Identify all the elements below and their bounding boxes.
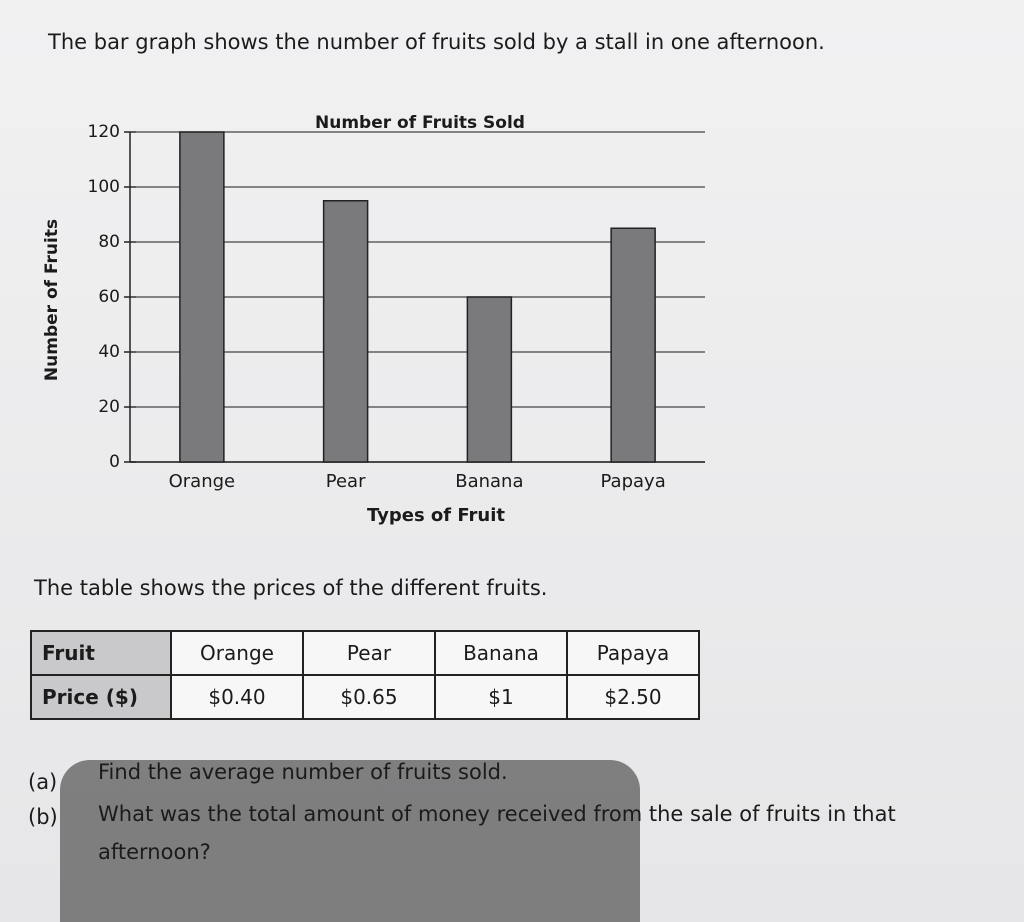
- price-table: Fruit Orange Pear Banana Papaya Price ($…: [30, 630, 700, 720]
- question-text: What was the total amount of money recei…: [98, 802, 896, 864]
- chart-title: Number of Fruits Sold: [315, 113, 525, 133]
- table-cell: $1: [434, 674, 568, 720]
- x-tick-label: Papaya: [601, 471, 666, 492]
- table-cell: Fruit: [30, 630, 172, 676]
- table-cell: Price ($): [30, 674, 172, 720]
- y-tick-label: 100: [88, 177, 120, 197]
- table-cell: $2.50: [566, 674, 700, 720]
- y-tick-label: 80: [98, 232, 120, 252]
- table-cell: Banana: [434, 630, 568, 676]
- table-cell: Pear: [302, 630, 436, 676]
- bar: [466, 296, 513, 463]
- table-cell: Papaya: [566, 630, 700, 676]
- table-cell: $0.65: [302, 674, 436, 720]
- y-tick-label: 120: [88, 122, 120, 142]
- table-cell: Orange: [170, 630, 304, 676]
- chart: Number of Fruits Sold Types of Fruit Num…: [42, 113, 705, 526]
- question-label: (a): [28, 770, 58, 794]
- y-tick-label: 40: [98, 342, 120, 362]
- intro-text: The bar graph shows the number of fruits…: [48, 30, 825, 54]
- x-axis-label: Types of Fruit: [367, 505, 505, 526]
- bar: [179, 131, 225, 463]
- bar: [610, 227, 656, 463]
- table-cell: $0.40: [170, 674, 304, 720]
- y-tick-label: 60: [98, 287, 120, 307]
- x-tick-label: Orange: [169, 471, 236, 492]
- x-tick-label: Pear: [326, 471, 366, 492]
- bar: [322, 200, 369, 463]
- table-intro: The table shows the prices of the differ…: [34, 576, 548, 600]
- question-text: Find the average number of fruits sold.: [98, 760, 508, 784]
- x-tick-label: Banana: [455, 471, 523, 492]
- y-tick-label: 20: [98, 397, 120, 417]
- shadow: [60, 760, 640, 922]
- y-axis-label: Number of Fruits: [42, 219, 62, 381]
- question-label: (b): [28, 805, 58, 829]
- y-tick-label: 0: [109, 452, 120, 472]
